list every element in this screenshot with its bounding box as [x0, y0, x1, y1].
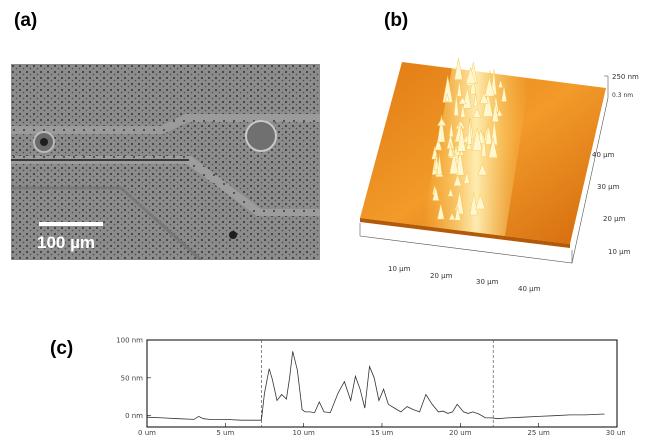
profile-x-tick-label: 10 um [292, 429, 315, 436]
afm-spike [448, 122, 454, 137]
afm-spike [455, 149, 465, 176]
afm-spike [466, 118, 473, 145]
afm-3d-image: 250 nm 0.3 nm 40 µm 30 µm 20 µm 10 µm 10… [359, 58, 639, 293]
afm-spike [481, 131, 487, 157]
afm-spike [484, 76, 495, 97]
afm-spike [454, 206, 461, 221]
profile-x-tick-label: 30 um [606, 429, 625, 436]
afm-spike [433, 154, 440, 170]
afm-z-max-label: 250 nm [612, 73, 639, 81]
afm-spike [437, 117, 447, 126]
profile-x-tick-label: 20 um [449, 429, 472, 436]
afm-y-tick-20: 20 µm [603, 215, 626, 223]
afm-spike [457, 125, 466, 152]
panel-label-c: (c) [50, 338, 74, 359]
afm-spike [465, 66, 476, 84]
profile-x-tick-label: 15 um [371, 429, 394, 436]
afm-spike [458, 96, 467, 105]
afm-spike [472, 127, 483, 151]
profile-x-tick-label: 25 um [527, 429, 550, 436]
afm-x-tick-30: 30 µm [476, 278, 499, 286]
afm-y-tick-30: 30 µm [597, 183, 620, 191]
afm-spike [453, 174, 462, 187]
profile-x-tick-label: 5 um [216, 429, 234, 436]
optical-micrograph: 100 µm [11, 64, 320, 260]
afm-y-tick-10: 10 µm [608, 248, 631, 256]
afm-spike [488, 137, 498, 158]
afm-spike [456, 80, 462, 97]
afm-spike [479, 91, 489, 104]
afm-spike [436, 153, 443, 176]
afm-x-tick-40: 40 µm [518, 285, 541, 293]
afm-spike [434, 137, 443, 151]
afm-spike [501, 85, 507, 102]
afm-spike [469, 192, 478, 216]
scale-bar-label: 100 µm [37, 233, 95, 252]
afm-spike [498, 79, 504, 88]
panel-label-a: (a) [14, 10, 38, 31]
afm-spike [432, 186, 440, 201]
afm-spike [444, 92, 450, 102]
afm-spike [454, 58, 463, 80]
afm-spike [477, 163, 488, 176]
afm-spike [482, 91, 494, 117]
afm-spike [465, 140, 472, 150]
panel-label-b: (b) [384, 10, 409, 31]
afm-spike [463, 170, 471, 184]
afm-spike [437, 114, 446, 143]
afm-spike [447, 142, 454, 157]
afm-x-tick-10: 10 µm [388, 265, 411, 273]
afm-spike [453, 93, 459, 116]
profile-y-tick-label: 50 nm [121, 374, 144, 382]
height-profile-chart: 100 nm 50 nm 0 nm 0 um 5 um 10 um 15 um 20 um 2… [116, 337, 625, 436]
afm-y-tick-40: 40 µm [592, 151, 615, 159]
afm-x-tick-20: 20 µm [430, 272, 453, 280]
afm-spike [491, 102, 499, 123]
afm-spike [475, 193, 486, 210]
profile-y-tick-label: 100 nm [116, 337, 143, 345]
afm-spike [437, 203, 445, 220]
afm-spike [460, 104, 466, 118]
profile-y-tick-label: 0 nm [125, 412, 143, 420]
afm-spike [447, 187, 454, 197]
profile-plot-frame [146, 339, 618, 428]
profile-x-tick-label: 0 um [138, 429, 156, 436]
afm-spike [442, 75, 453, 103]
profile-series-line [146, 351, 605, 421]
afm-spike [448, 212, 456, 221]
afm-spike [449, 151, 459, 175]
afm-z-sub-label: 0.3 nm [612, 92, 633, 99]
afm-spike [495, 109, 503, 117]
afm-spike [472, 108, 482, 118]
afm-spike [473, 93, 478, 107]
afm-spike [485, 125, 493, 145]
